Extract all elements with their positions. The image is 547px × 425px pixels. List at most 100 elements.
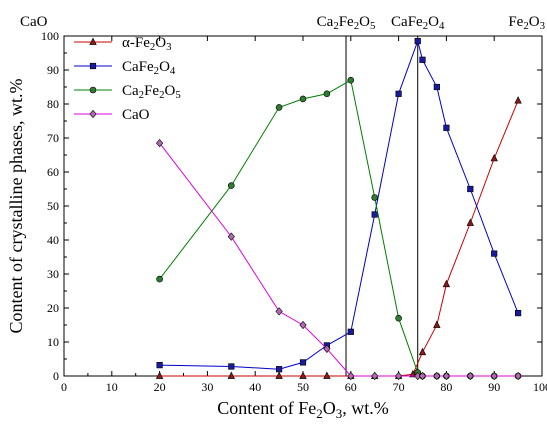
data-point xyxy=(491,250,498,257)
y-tick-label: 20 xyxy=(47,301,59,315)
x-tick-label: 70 xyxy=(393,380,405,394)
data-point xyxy=(299,371,307,379)
data-point xyxy=(409,369,417,378)
x-tick-label: 0 xyxy=(61,380,67,394)
legend-label: CaO xyxy=(122,107,150,123)
data-point xyxy=(299,95,307,103)
data-point xyxy=(418,347,427,356)
series xyxy=(156,37,522,373)
data-point xyxy=(433,320,441,328)
data-point xyxy=(466,218,474,226)
data-point xyxy=(514,309,522,317)
data-point xyxy=(490,371,498,381)
x-tick-label: 50 xyxy=(297,380,309,394)
legend-item: CaFe2O4 xyxy=(74,59,176,77)
data-point xyxy=(227,232,235,241)
series-line xyxy=(159,142,519,377)
series-line xyxy=(159,39,519,370)
data-point xyxy=(323,371,331,379)
data-point xyxy=(227,371,235,379)
data-point xyxy=(514,96,522,104)
data-point xyxy=(275,371,283,379)
y-axis-title: Content of crystalline phases, wt.% xyxy=(6,79,26,334)
data-point xyxy=(299,359,307,366)
y-tick-label: 90 xyxy=(47,63,59,77)
data-point xyxy=(89,109,97,119)
data-point xyxy=(433,371,441,381)
data-point xyxy=(395,371,403,381)
data-point xyxy=(347,328,354,335)
data-point xyxy=(275,366,283,373)
top-label: CaFe2O4 xyxy=(391,14,445,32)
data-point xyxy=(275,104,283,111)
data-point xyxy=(395,90,402,97)
labels-layer: CaO Ca2Fe2O5 CaFe2O4 Fe2O3 xyxy=(20,14,545,32)
data-point xyxy=(433,83,440,91)
y-tick-label: 50 xyxy=(47,199,59,213)
x-tick-label: 100 xyxy=(533,380,547,394)
data-point xyxy=(156,275,163,283)
data-point xyxy=(466,371,474,381)
data-point xyxy=(156,138,164,148)
x-tick-label: 80 xyxy=(440,380,452,394)
data-point xyxy=(323,344,331,353)
data-point xyxy=(414,37,421,45)
x-tick-label: 40 xyxy=(249,380,261,394)
data-point xyxy=(443,124,450,131)
data-point xyxy=(275,307,283,316)
data-point xyxy=(467,185,474,193)
y-tick-label: 0 xyxy=(53,369,59,383)
y-tick-label: 70 xyxy=(47,131,59,145)
data-point xyxy=(347,371,355,381)
data-point xyxy=(89,37,97,45)
y-tick-label: 30 xyxy=(47,267,59,281)
data-point xyxy=(371,211,378,218)
data-point xyxy=(89,86,97,94)
y-tick-label: 40 xyxy=(47,233,59,247)
legend-item: Ca2Fe2O5 xyxy=(74,83,181,101)
series-layer xyxy=(155,37,522,381)
axes: 0 10 20 30 40 50 60 70 80 90 100 0 10 20 30 40 50 60 70 80 9… xyxy=(6,29,547,421)
series-line xyxy=(159,100,519,377)
x-tick-label: 90 xyxy=(488,380,500,394)
data-point xyxy=(371,194,379,201)
legend-label: Ca2Fe2O5 xyxy=(122,83,181,101)
x-tick-label: 30 xyxy=(201,380,213,394)
y-tick-label: 10 xyxy=(47,335,59,349)
series-line xyxy=(159,79,519,377)
legend: α-Fe2O3 CaFe2O4 Ca2Fe2O5 CaO xyxy=(74,35,181,123)
x-tick-label: 20 xyxy=(154,380,166,394)
data-point xyxy=(371,371,379,381)
data-point xyxy=(155,371,164,379)
data-point xyxy=(299,320,307,330)
data-point xyxy=(419,56,426,63)
data-point xyxy=(514,371,522,381)
series xyxy=(156,138,522,381)
data-point xyxy=(418,371,427,381)
data-point xyxy=(228,182,235,189)
data-point xyxy=(490,153,498,162)
x-tick-label: 10 xyxy=(106,380,118,394)
data-point xyxy=(347,76,355,84)
legend-label: CaFe2O4 xyxy=(122,59,176,77)
x-tick-label: 60 xyxy=(345,380,357,394)
top-label: CaO xyxy=(20,14,48,30)
legend-item: α-Fe2O3 xyxy=(74,35,172,53)
data-point xyxy=(89,62,97,70)
top-label: Fe2O3 xyxy=(508,14,545,32)
data-point xyxy=(395,314,402,322)
legend-item: CaO xyxy=(74,107,150,123)
series xyxy=(155,96,522,379)
legend-label: α-Fe2O3 xyxy=(122,35,172,53)
data-point xyxy=(442,279,451,288)
y-tick-label: 80 xyxy=(47,97,59,111)
series xyxy=(156,76,522,380)
y-tick-label: 60 xyxy=(47,165,59,179)
x-axis-title: Content of Fe2O3, wt.% xyxy=(217,398,388,421)
data-point xyxy=(323,90,331,98)
data-point xyxy=(156,362,163,369)
data-point xyxy=(414,371,422,381)
data-point xyxy=(228,363,235,370)
data-point xyxy=(442,371,450,381)
